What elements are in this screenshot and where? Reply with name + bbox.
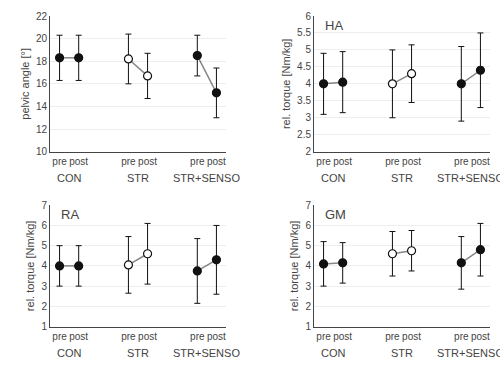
svg-text:post: post	[69, 156, 88, 167]
svg-text:4: 4	[41, 260, 47, 271]
svg-text:1: 1	[305, 321, 311, 332]
svg-text:2.5: 2.5	[297, 129, 311, 140]
svg-text:post: post	[333, 156, 352, 167]
svg-text:post: post	[333, 331, 352, 342]
svg-text:7: 7	[41, 200, 47, 211]
svg-text:4: 4	[305, 78, 311, 89]
svg-text:3: 3	[305, 281, 311, 292]
svg-text:pre: pre	[121, 331, 136, 342]
svg-text:STR+SENSO: STR+SENSO	[437, 172, 500, 184]
svg-text:pre: pre	[190, 331, 205, 342]
svg-text:pre: pre	[385, 156, 400, 167]
svg-text:post: post	[138, 331, 157, 342]
svg-text:STR: STR	[127, 172, 149, 184]
svg-text:3: 3	[41, 281, 47, 292]
svg-text:post: post	[471, 331, 490, 342]
svg-text:2: 2	[305, 146, 311, 157]
svg-text:4: 4	[305, 260, 311, 271]
svg-text:post: post	[138, 156, 157, 167]
svg-text:5: 5	[305, 44, 311, 55]
svg-text:rel. torque [Nm/kg]: rel. torque [Nm/kg]	[24, 221, 36, 311]
svg-text:2: 2	[305, 301, 311, 312]
svg-text:pre: pre	[190, 156, 205, 167]
svg-text:post: post	[207, 156, 226, 167]
svg-text:post: post	[402, 331, 421, 342]
svg-text:2: 2	[41, 301, 47, 312]
svg-text:post: post	[207, 331, 226, 342]
svg-text:pre: pre	[52, 331, 67, 342]
svg-text:5.5: 5.5	[297, 27, 311, 38]
svg-text:pre: pre	[316, 156, 331, 167]
svg-text:7: 7	[305, 200, 311, 211]
svg-text:10: 10	[36, 146, 48, 157]
svg-text:3.5: 3.5	[297, 95, 311, 106]
svg-text:14: 14	[36, 101, 48, 112]
svg-text:RA: RA	[61, 207, 79, 222]
svg-text:GM: GM	[325, 207, 346, 222]
svg-text:STR+SENSO: STR+SENSO	[173, 347, 240, 359]
svg-text:rel. torque [Nm/kg]: rel. torque [Nm/kg]	[280, 39, 292, 129]
svg-text:pre: pre	[121, 156, 136, 167]
svg-text:STR: STR	[127, 347, 149, 359]
svg-text:pre: pre	[52, 156, 67, 167]
svg-text:STR: STR	[391, 347, 413, 359]
svg-text:CON: CON	[57, 172, 82, 184]
svg-text:6: 6	[305, 11, 311, 22]
svg-text:pre: pre	[385, 331, 400, 342]
svg-text:rel. torque [Nm/kg]: rel. torque [Nm/kg]	[288, 221, 300, 311]
svg-text:pre: pre	[454, 156, 469, 167]
svg-text:6: 6	[41, 220, 47, 231]
svg-text:18: 18	[36, 56, 48, 67]
svg-text:22: 22	[36, 11, 48, 22]
svg-text:5: 5	[305, 240, 311, 251]
svg-text:STR+SENSO: STR+SENSO	[437, 347, 500, 359]
svg-text:post: post	[69, 331, 88, 342]
svg-text:post: post	[471, 156, 490, 167]
svg-text:STR: STR	[391, 172, 413, 184]
svg-text:6: 6	[305, 220, 311, 231]
svg-text:CON: CON	[321, 172, 346, 184]
svg-text:16: 16	[36, 78, 48, 89]
svg-text:CON: CON	[321, 347, 346, 359]
svg-text:pre: pre	[316, 331, 331, 342]
svg-text:CON: CON	[57, 347, 82, 359]
svg-text:HA: HA	[325, 18, 343, 33]
svg-text:post: post	[402, 156, 421, 167]
svg-text:3: 3	[305, 112, 311, 123]
svg-text:20: 20	[36, 33, 48, 44]
svg-text:pre: pre	[454, 331, 469, 342]
svg-text:4.5: 4.5	[297, 61, 311, 72]
svg-text:pelvic angle [°]: pelvic angle [°]	[19, 48, 31, 120]
svg-text:1: 1	[41, 321, 47, 332]
svg-text:5: 5	[41, 240, 47, 251]
svg-text:STR+SENSO: STR+SENSO	[173, 172, 240, 184]
svg-text:12: 12	[36, 124, 48, 135]
